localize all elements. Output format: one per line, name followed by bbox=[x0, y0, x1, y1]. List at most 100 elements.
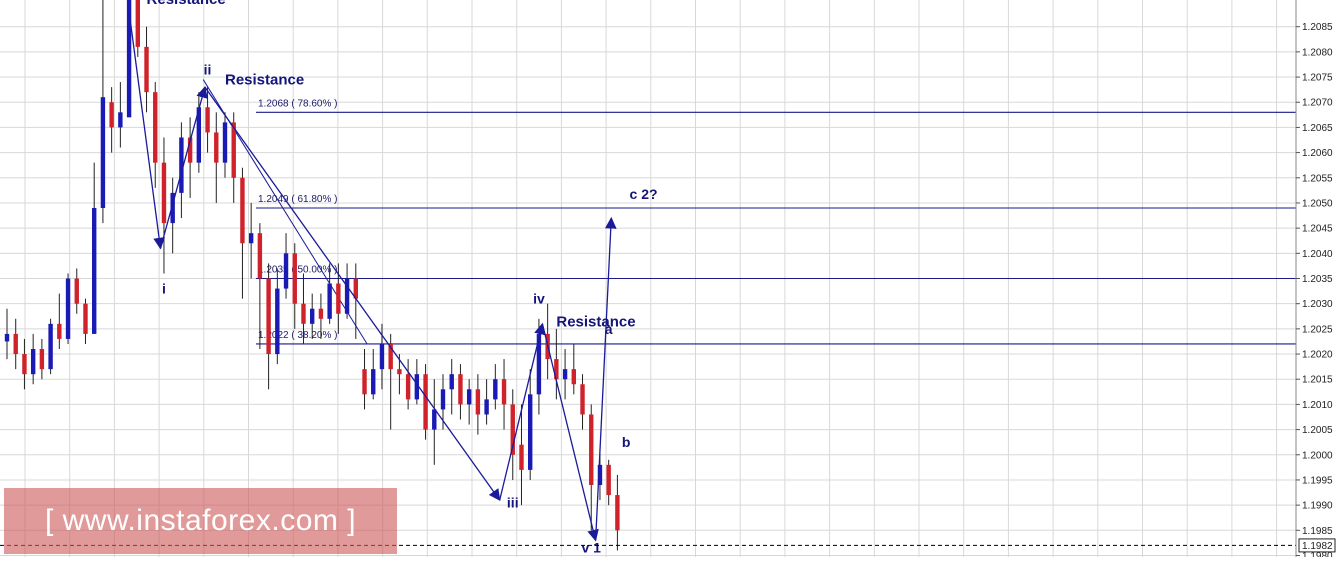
candle-body bbox=[161, 162, 167, 224]
wave-arrow bbox=[541, 323, 599, 542]
candle-body bbox=[379, 343, 385, 370]
y-tick-label: 1.2015 bbox=[1302, 375, 1333, 386]
y-tick-label: 1.2060 bbox=[1302, 148, 1333, 159]
candle-body bbox=[22, 354, 27, 375]
candle-body bbox=[475, 389, 481, 415]
candle-body bbox=[144, 46, 149, 93]
y-tick-label: 1.1980 bbox=[1302, 551, 1333, 557]
candle-body bbox=[240, 177, 245, 244]
candle-body bbox=[466, 389, 472, 405]
candle-body bbox=[606, 464, 611, 496]
wave-arrow bbox=[128, 11, 165, 250]
watermark: [ www.instaforex.com ] bbox=[4, 488, 397, 554]
y-tick-label: 1.2020 bbox=[1302, 350, 1333, 361]
fib-level-label: 1.2035 ( 50.00% ) bbox=[258, 265, 338, 276]
candle-body bbox=[301, 303, 306, 324]
wave-label: iii bbox=[507, 495, 519, 511]
candle-body bbox=[126, 0, 132, 118]
candle-body bbox=[83, 303, 88, 334]
y-tick-label: 1.2065 bbox=[1302, 123, 1333, 134]
resistance-annotation: Resistance bbox=[147, 0, 226, 8]
candle-body bbox=[414, 374, 420, 400]
fibonacci-levels: 1.2068 ( 78.60% ) 1.2049 ( 61.80% ) 1.2035… bbox=[256, 98, 1296, 345]
candle-body bbox=[353, 278, 358, 299]
price-axis-bg bbox=[1296, 0, 1343, 557]
candle-body bbox=[318, 308, 324, 319]
price-axis: 1.2085 1.2080 1.2075 1.2070 1.2065 1.2060 1.20… bbox=[1295, 0, 1343, 562]
candle-body bbox=[362, 369, 367, 395]
y-tick-label: 1.2005 bbox=[1302, 425, 1333, 436]
candle-body bbox=[179, 137, 184, 193]
candle-body bbox=[170, 192, 175, 224]
wave-arrow bbox=[594, 216, 617, 541]
candle-body bbox=[432, 409, 437, 430]
candle-body bbox=[310, 308, 315, 324]
candle-body bbox=[100, 97, 106, 208]
resistance-annotation: Resistance bbox=[556, 313, 635, 330]
candle-body bbox=[397, 369, 402, 375]
y-tick-label: 1.2030 bbox=[1302, 299, 1333, 310]
y-tick-label: 1.1985 bbox=[1302, 526, 1333, 537]
candle-body bbox=[135, 0, 140, 47]
candle-body bbox=[336, 283, 341, 314]
y-tick-label: 1.2025 bbox=[1302, 324, 1333, 335]
candle-body bbox=[493, 379, 498, 400]
candle-body bbox=[248, 233, 254, 244]
candle-body bbox=[275, 288, 280, 355]
wave-arrow bbox=[499, 322, 546, 501]
y-tick-label: 1.2055 bbox=[1302, 173, 1333, 184]
candle-body bbox=[118, 112, 123, 128]
y-tick-label: 1.2045 bbox=[1302, 224, 1333, 235]
candle-body bbox=[388, 343, 393, 370]
fib-level-label: 1.2049 ( 61.80% ) bbox=[258, 194, 338, 205]
candle-body bbox=[4, 333, 10, 342]
candle-body bbox=[266, 278, 271, 355]
wave-label: iv bbox=[533, 291, 545, 307]
candle-body bbox=[615, 495, 620, 531]
candle-body bbox=[48, 323, 53, 370]
current-price-label: 1.1982 bbox=[1302, 541, 1333, 552]
candle-body bbox=[536, 333, 542, 395]
candle-body bbox=[65, 278, 71, 339]
current-price-box bbox=[1298, 538, 1336, 553]
y-tick-label: 1.2085 bbox=[1302, 22, 1333, 33]
candle-body bbox=[13, 333, 18, 355]
candle-body bbox=[580, 384, 585, 415]
watermark-text: [ www.instaforex.com ] bbox=[44, 504, 357, 537]
candle-body bbox=[484, 399, 489, 415]
wave-label: b bbox=[622, 434, 631, 450]
y-tick-label: 1.2080 bbox=[1302, 47, 1333, 58]
candle-body bbox=[222, 122, 228, 163]
candle-body bbox=[405, 374, 411, 400]
candle-body bbox=[292, 253, 297, 304]
candle-body bbox=[562, 369, 568, 380]
candle-body bbox=[510, 404, 515, 455]
candle-body bbox=[554, 359, 559, 380]
wave-label: i bbox=[162, 281, 166, 297]
y-tick-label: 1.2035 bbox=[1302, 274, 1333, 285]
y-tick-label: 1.2000 bbox=[1302, 450, 1333, 461]
resistance-annotation: Resistance bbox=[225, 72, 304, 89]
wave-arrow bbox=[204, 86, 501, 502]
candle-body bbox=[327, 283, 332, 319]
candle-body bbox=[571, 369, 576, 385]
fib-level-label: 1.2068 ( 78.60% ) bbox=[258, 98, 338, 109]
candle-body bbox=[371, 369, 376, 395]
y-tick-label: 1.1990 bbox=[1302, 501, 1333, 512]
candle-body bbox=[196, 107, 202, 163]
candle-body bbox=[257, 233, 263, 279]
y-tick-label: 1.1995 bbox=[1302, 475, 1333, 486]
wave-label: c 2? bbox=[630, 186, 658, 202]
y-tick-label: 1.2040 bbox=[1302, 249, 1333, 260]
y-tick-label: 1.2070 bbox=[1302, 98, 1333, 109]
candle-body bbox=[214, 132, 219, 163]
wave-label: ii bbox=[204, 62, 212, 78]
y-tick-label: 1.2010 bbox=[1302, 400, 1333, 411]
wave-arrows bbox=[128, 11, 617, 542]
candle-body bbox=[187, 137, 193, 163]
candle-body bbox=[440, 389, 446, 410]
candle-body bbox=[597, 464, 603, 485]
